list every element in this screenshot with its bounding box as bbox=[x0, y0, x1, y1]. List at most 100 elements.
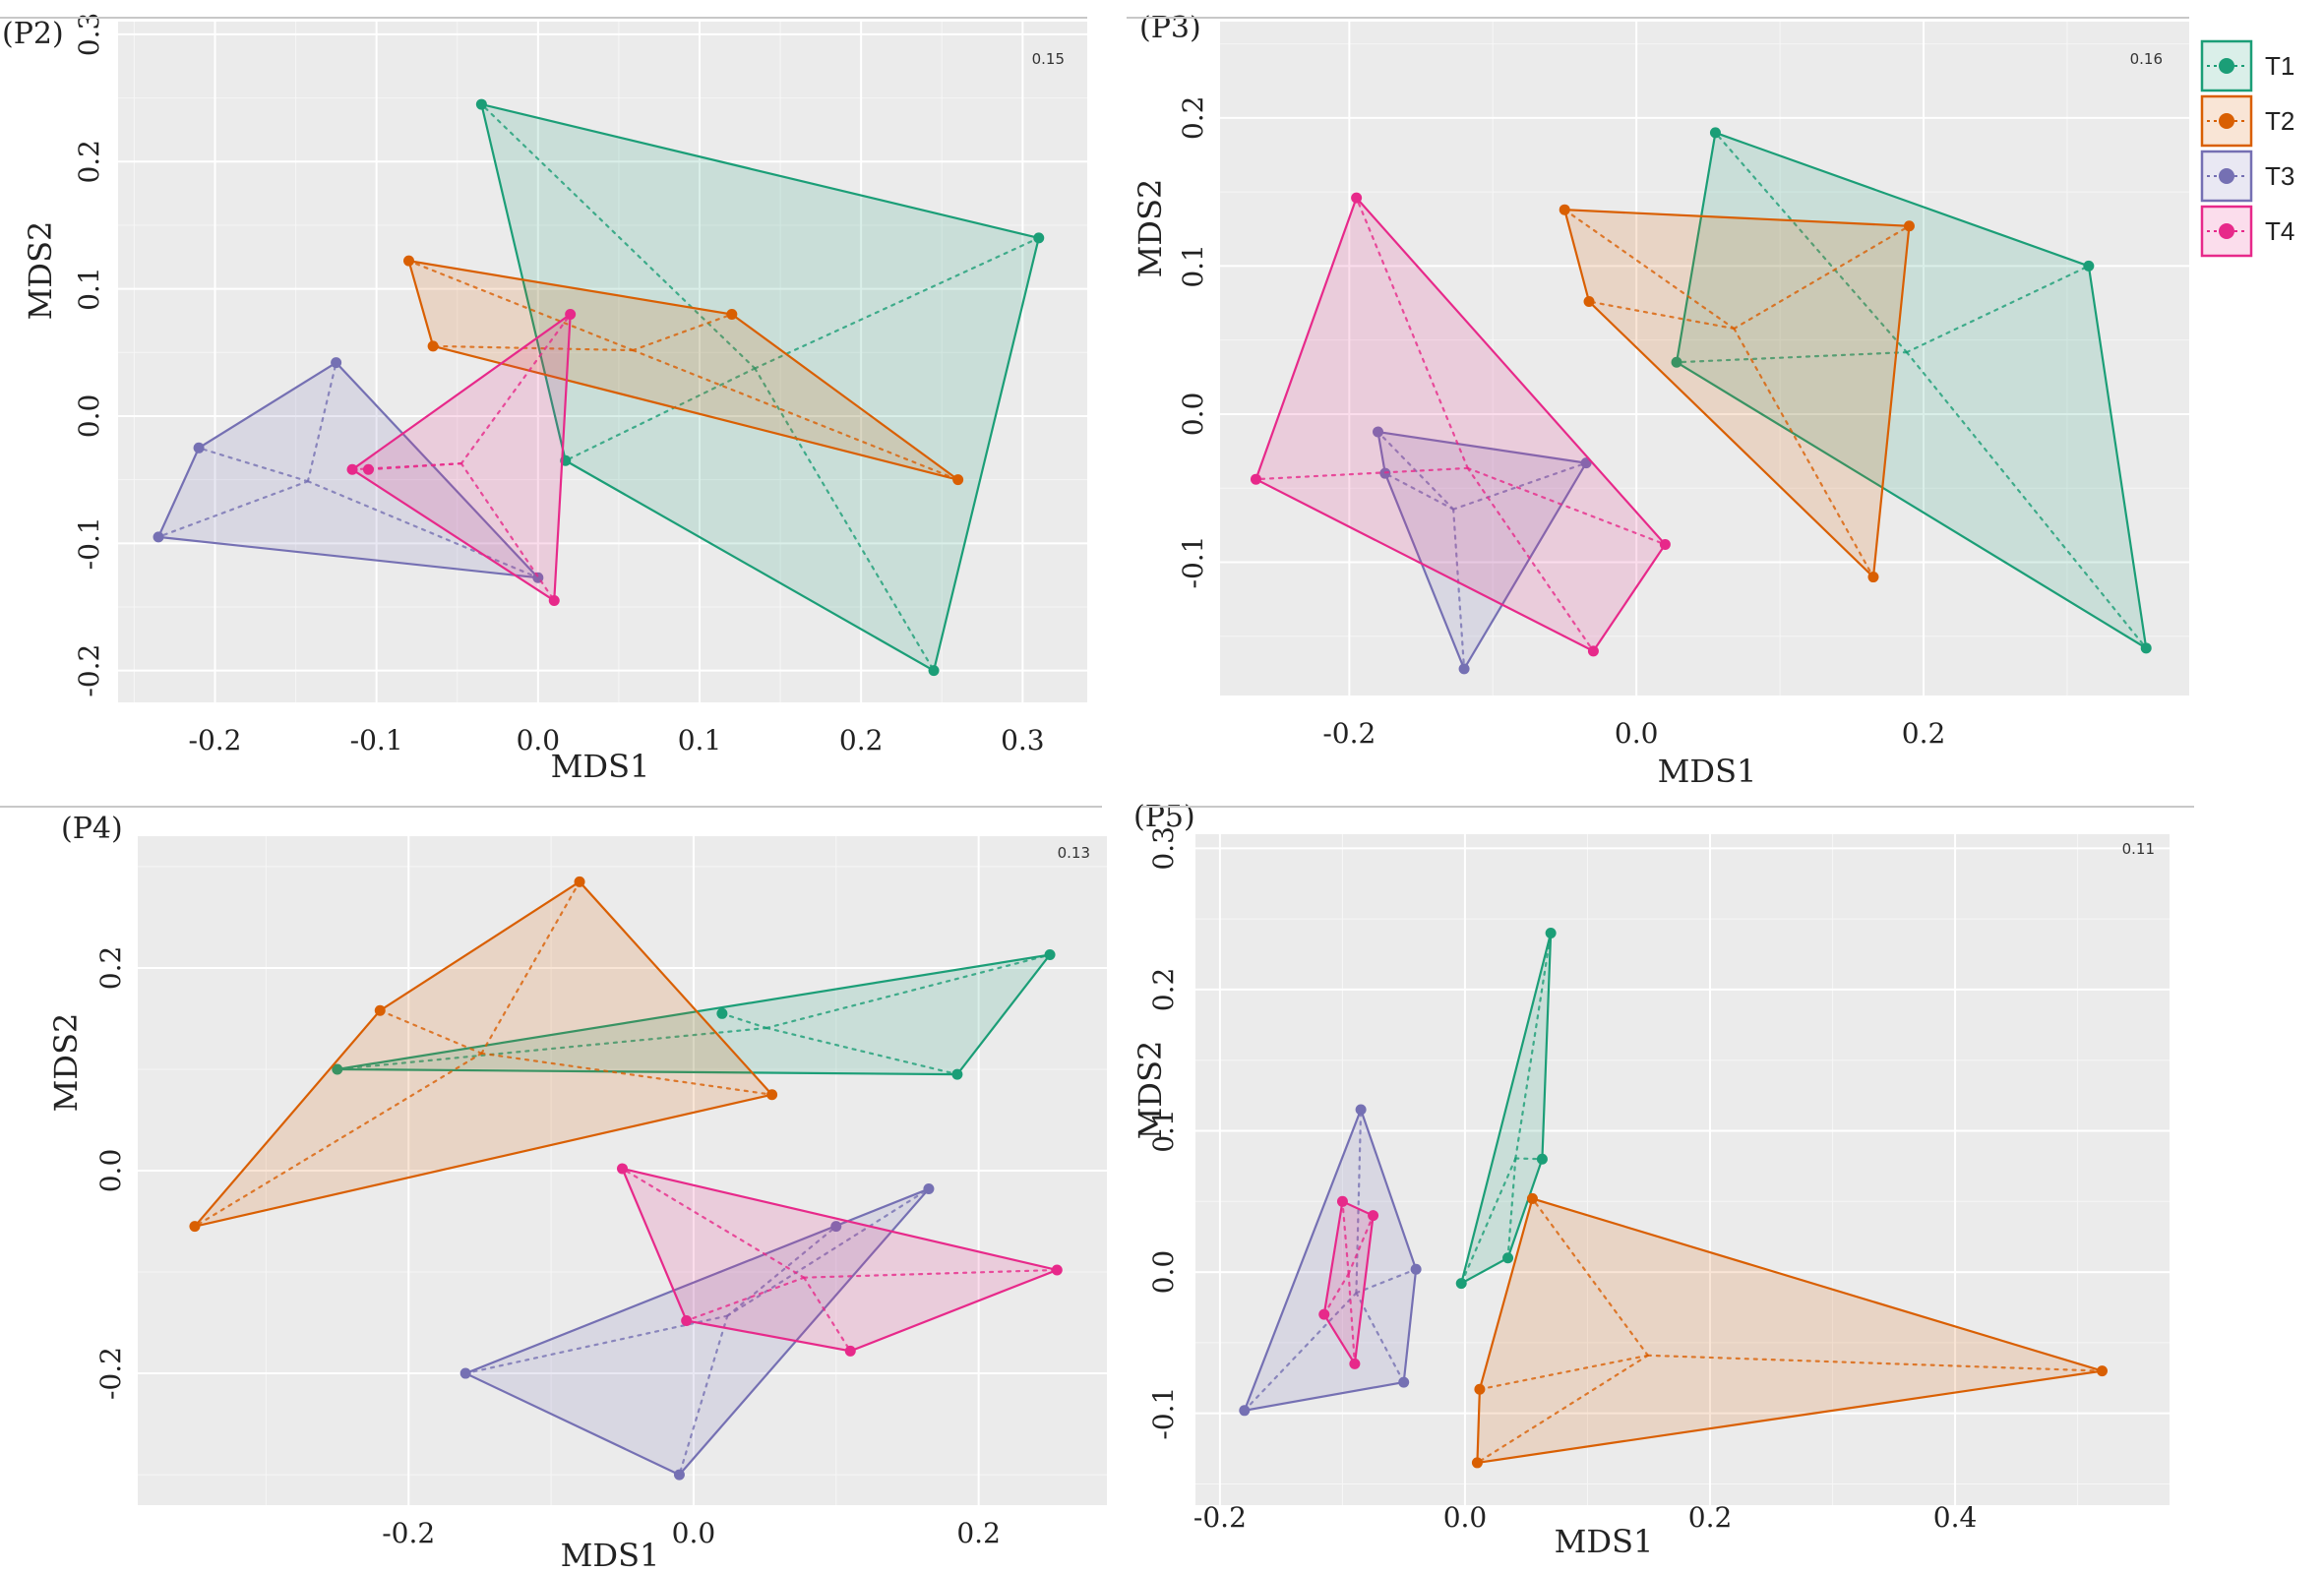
p4-spider-t4 bbox=[803, 1268, 1059, 1279]
p2-spider-t1 bbox=[754, 236, 1040, 370]
p4-point-t3 bbox=[673, 1469, 685, 1481]
p5-group-t4 bbox=[1318, 1195, 1379, 1369]
p4-ytick-label: 0.2 bbox=[94, 946, 127, 991]
p4-spider-t1 bbox=[336, 1026, 768, 1071]
p3-xtick-label: 0.0 bbox=[1615, 717, 1659, 750]
p2-spider-t3 bbox=[156, 480, 309, 538]
legend-item-t4: T4 bbox=[2200, 205, 2294, 258]
p5-spider-t3 bbox=[1243, 1292, 1358, 1412]
p2-spider-t4 bbox=[367, 462, 462, 471]
p2-ytick-label: 0.2 bbox=[73, 140, 105, 184]
panel-p5-title: (P5) bbox=[1133, 800, 1195, 834]
p5-point-t2 bbox=[1526, 1192, 1538, 1204]
p2-spider-t4 bbox=[459, 462, 556, 602]
p5-spider-t4 bbox=[1347, 1214, 1375, 1275]
p5-spider-t1 bbox=[1506, 1157, 1517, 1259]
p5-point-t4 bbox=[1318, 1308, 1330, 1320]
p2-ytick-label: -0.1 bbox=[73, 516, 105, 570]
panel-p5-background bbox=[1195, 834, 2170, 1505]
panel-p4-stress: 0.13 bbox=[1058, 844, 1090, 862]
p4-group-t1 bbox=[332, 949, 1056, 1080]
p2-spider-t4 bbox=[459, 313, 572, 465]
p3-spider-t3 bbox=[1383, 472, 1455, 511]
legend-item-t3: T3 bbox=[2200, 150, 2294, 203]
p4-point-t4 bbox=[617, 1163, 628, 1175]
p2-group-t2 bbox=[403, 255, 964, 486]
p3-spider-t4 bbox=[1466, 466, 1595, 652]
p2-group-t1 bbox=[475, 98, 1045, 677]
panel-p4-xlabel: MDS1 bbox=[561, 1537, 660, 1573]
p4-point-t2 bbox=[574, 876, 585, 887]
p3-spider-t1 bbox=[1675, 351, 1908, 364]
p5-spider-t2 bbox=[1478, 1354, 1649, 1391]
panel-p3-title: (P3) bbox=[1139, 11, 1201, 45]
p3-point-t2 bbox=[1903, 220, 1915, 232]
p3-ytick-label: 0.0 bbox=[1177, 393, 1209, 437]
panel-p4: -0.2 0.0 0.2 -0.2 0.0 0.2 (P4) 0.13 MDS1 MDS2 bbox=[47, 812, 1107, 1573]
panel-p2-marks bbox=[153, 98, 1045, 677]
p4-point-t4 bbox=[1051, 1264, 1063, 1276]
panel-p3-marks bbox=[1250, 127, 2152, 675]
p4-spider-t1 bbox=[765, 1026, 959, 1076]
legend-label-t1: T1 bbox=[2265, 51, 2294, 81]
p3-spider-t3 bbox=[1452, 461, 1588, 511]
panel-p3-background bbox=[1220, 22, 2189, 696]
panel-p4-ticks: -0.2 0.0 0.2 -0.2 0.0 0.2 bbox=[94, 946, 1001, 1549]
p5-point-t3 bbox=[1239, 1405, 1251, 1417]
p4-spider-t4 bbox=[685, 1276, 806, 1322]
p3-point-t4 bbox=[1587, 645, 1599, 657]
legend: T1 T2 T3 T4 bbox=[2200, 39, 2294, 258]
legend-item-t2: T2 bbox=[2200, 94, 2294, 148]
p2-group-t4 bbox=[346, 308, 577, 607]
p3-point-t2 bbox=[1559, 204, 1570, 215]
p3-ytick-label: -0.1 bbox=[1177, 536, 1209, 589]
p5-xtick-label: 0.2 bbox=[1688, 1501, 1733, 1534]
p2-ytick-label: 0.3 bbox=[73, 13, 105, 57]
panel-p5-ylabel: MDS2 bbox=[1131, 1041, 1169, 1140]
p2-spider-t3 bbox=[306, 361, 337, 483]
p3-spider-t1 bbox=[1714, 131, 1908, 354]
p3-ytick-label: 0.1 bbox=[1177, 244, 1209, 288]
p4-point-t2 bbox=[374, 1004, 386, 1016]
p4-point-t3 bbox=[830, 1221, 842, 1233]
p4-xtick-label: 0.0 bbox=[672, 1517, 716, 1549]
p3-point-t1 bbox=[2140, 642, 2152, 654]
p2-point-t3 bbox=[193, 442, 205, 454]
panel-p2-grid bbox=[118, 22, 1087, 702]
p3-spider-t1 bbox=[1905, 351, 2148, 649]
p2-ytick-label: 0.1 bbox=[73, 267, 105, 311]
p2-point-t1 bbox=[475, 98, 487, 110]
p3-spider-t2 bbox=[1587, 300, 1736, 331]
p3-point-t4 bbox=[1351, 192, 1363, 204]
panel-p4-marks bbox=[189, 876, 1063, 1481]
panel-p3-xlabel: MDS1 bbox=[1658, 753, 1757, 790]
p2-spider-t1 bbox=[754, 367, 936, 672]
p5-point-t1 bbox=[1536, 1153, 1548, 1165]
p5-spider-t2 bbox=[1476, 1354, 1649, 1465]
legend-item-t1: T1 bbox=[2200, 39, 2294, 92]
p2-point-t1 bbox=[1033, 232, 1045, 244]
p3-ytick-label: 0.2 bbox=[1177, 96, 1209, 141]
p3-spider-t4 bbox=[1466, 466, 1667, 546]
p2-point-t4 bbox=[565, 308, 577, 320]
p2-spider-t3 bbox=[306, 480, 539, 579]
p5-point-t1 bbox=[1502, 1252, 1514, 1264]
p2-spider-t1 bbox=[564, 367, 757, 462]
p4-spider-t4 bbox=[621, 1167, 806, 1279]
legend-label-t3: T3 bbox=[2265, 161, 2294, 191]
p3-point-t3 bbox=[1373, 426, 1384, 438]
p5-spider-t4 bbox=[1347, 1272, 1356, 1365]
p5-ytick-label: 0.0 bbox=[1147, 1250, 1180, 1295]
p5-spider-t3 bbox=[1355, 1292, 1405, 1384]
p3-point-t1 bbox=[1671, 356, 1682, 368]
panel-p2-background bbox=[118, 22, 1087, 702]
p4-point-t1 bbox=[332, 1063, 343, 1075]
panel-p5-stress: 0.11 bbox=[2122, 840, 2155, 858]
p4-point-t2 bbox=[189, 1221, 201, 1233]
legend-dot-t4 bbox=[2219, 223, 2234, 239]
p2-point-t4 bbox=[346, 463, 358, 475]
p2-spider-t2 bbox=[632, 348, 959, 481]
p4-group-t2 bbox=[189, 876, 778, 1233]
p4-ytick-label: 0.0 bbox=[94, 1149, 127, 1193]
p2-hull-t4 bbox=[350, 312, 572, 603]
